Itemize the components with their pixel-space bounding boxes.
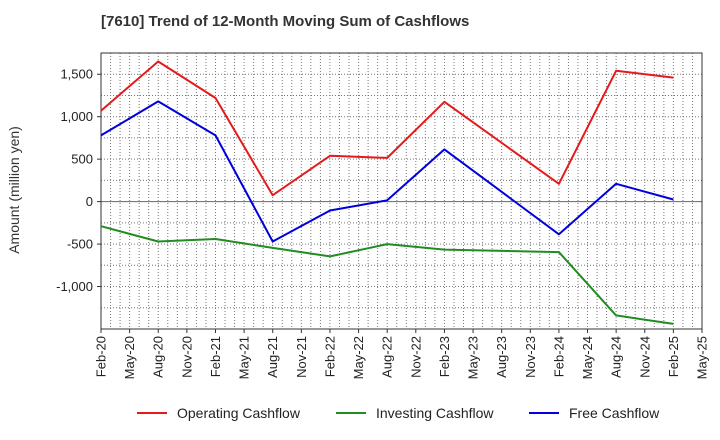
x-tick-label: Aug-20 [151,336,166,378]
series-line-free-cashflow [100,100,674,243]
x-tick-label: Nov-20 [179,336,194,378]
x-tick-label: Feb-20 [94,336,109,377]
legend-label: Investing Cashflow [376,405,494,421]
x-tick-label: May-21 [237,336,252,379]
x-tick-label: Nov-23 [523,336,538,378]
legend-label: Free Cashflow [569,405,660,421]
plot-border [100,52,703,330]
x-tick-label: May-24 [580,336,595,379]
grid-layer [101,52,702,329]
y-tick-label: 0 [86,194,93,209]
x-tick-label: May-22 [351,336,366,379]
x-tick-label: May-20 [122,336,137,379]
legend: Operating Cashflow Investing Cashflow Free… [137,405,660,421]
x-tick-label: Nov-24 [637,336,652,378]
y-axis-title: Amount (million yen) [6,126,22,254]
x-tick-label: May-25 [695,336,710,379]
series-line-operating-cashflow [100,60,674,197]
y-tick-label: 1,500 [60,67,93,82]
plot-area [101,53,702,329]
y-tick-label: 500 [71,152,93,167]
x-tick-label: May-23 [466,336,481,379]
y-tick-label: 1,000 [60,109,93,124]
series-layer [100,60,674,325]
x-tick-label: Feb-22 [322,336,337,377]
x-tick-label: Feb-21 [208,336,223,377]
series-line-investing-cashflow [100,225,674,325]
x-tick-label: Nov-21 [294,336,309,378]
x-tick-label: Nov-22 [408,336,423,378]
x-tick-label: Aug-24 [609,336,624,378]
legend-label: Operating Cashflow [177,405,301,421]
y-tick-label: -1,000 [56,279,93,294]
x-tick-label: Aug-22 [380,336,395,378]
x-tick-label: Feb-25 [666,336,681,377]
y-tick-label: -500 [67,237,93,252]
axis-layer: 1,500 1,000 500 0 -500 -1,000 Feb-20 May-20 Aug-… [56,52,710,379]
chart-title: [7610] Trend of 12-Month Moving Sum of C… [101,13,470,30]
x-tick-label: Aug-23 [494,336,509,378]
x-tick-label: Feb-24 [551,336,566,377]
x-tick-label: Feb-23 [437,336,452,377]
x-tick-label: Aug-21 [265,336,280,378]
